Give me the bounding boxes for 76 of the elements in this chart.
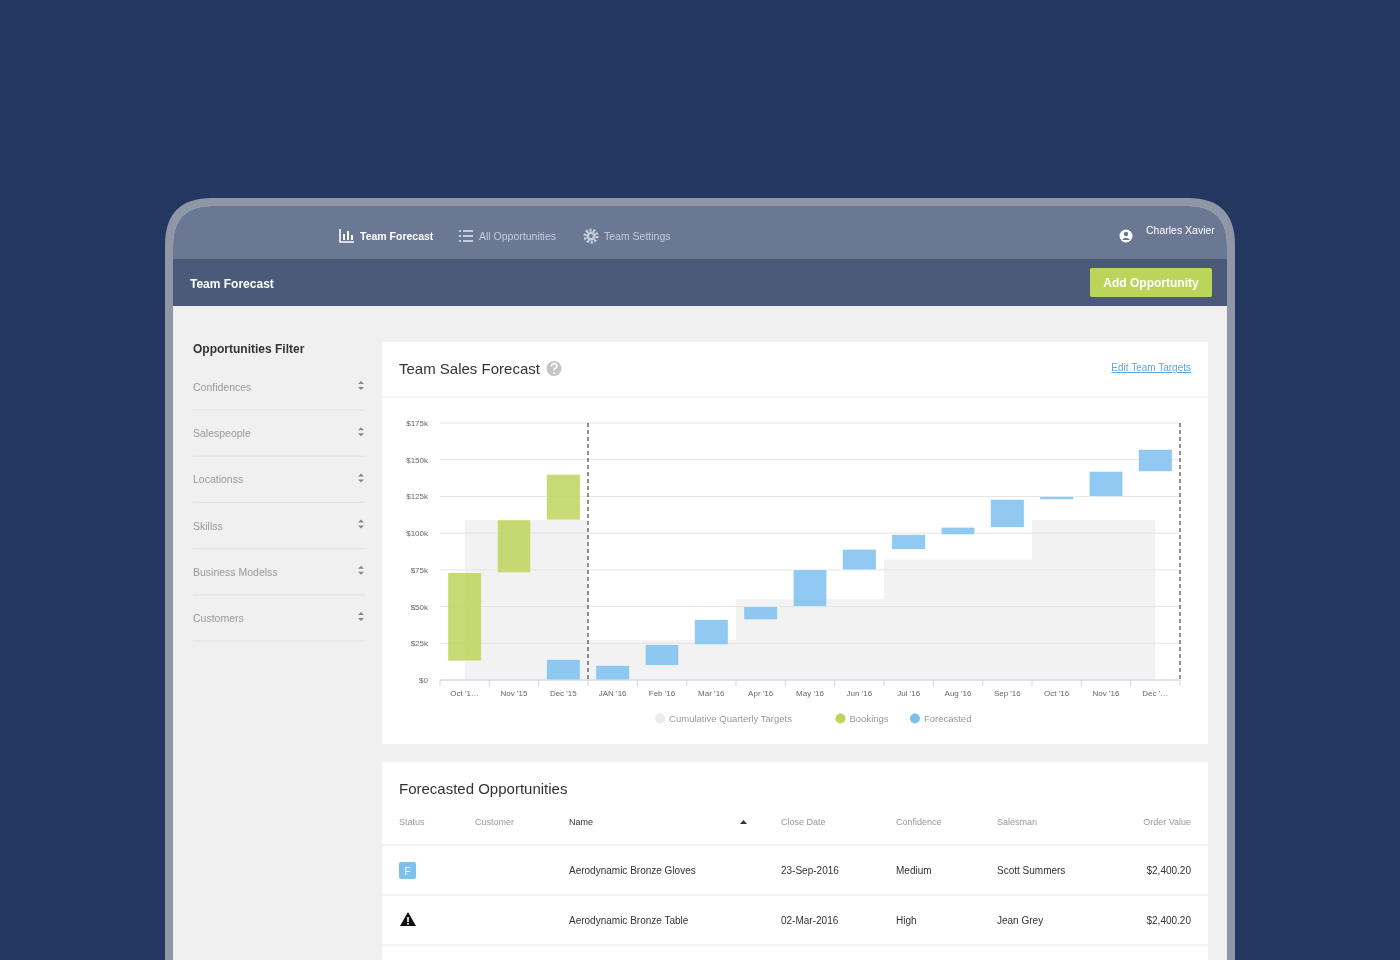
text: Order Value [1143, 817, 1191, 827]
bar [694, 619, 729, 645]
text: Opportunities Filter [193, 342, 305, 356]
x-tick-label: Dec '… [1142, 689, 1169, 698]
bar [447, 572, 482, 662]
bar [792, 569, 828, 607]
text: Aerodynamic Bronze Table [569, 915, 689, 926]
legend-label: Cumulative Quarterly Targets [669, 713, 793, 724]
text: Forecasted Opportunities [399, 780, 568, 797]
text: All Opportunities [479, 230, 557, 242]
text: Jean Grey [997, 915, 1044, 926]
text: Team Settings [604, 230, 671, 242]
text: 02-Mar-2016 [781, 915, 839, 926]
text: $2,400.20 [1146, 915, 1192, 926]
text: Customer [475, 817, 515, 827]
x-tick-label: Dec '15 [549, 689, 578, 698]
text: Team Forecast [360, 230, 434, 242]
bar [496, 519, 532, 574]
text: Status [399, 817, 426, 827]
x-tick-label: Aug '16 [944, 689, 972, 698]
text: Salespeople [193, 427, 251, 440]
bar [990, 499, 1025, 528]
x-tick-label: JAN '16 [598, 689, 628, 698]
x-tick-label: Nov '15 [500, 689, 528, 698]
text: Medium [896, 865, 932, 876]
x-tick-label: Nov '16 [1092, 689, 1120, 698]
text: Customers [193, 612, 244, 624]
text: Salesman [997, 817, 1038, 827]
text: Name [569, 817, 594, 827]
y-tick-label: $100k [406, 529, 429, 539]
text: Charles Xavier [1146, 224, 1216, 236]
x-tick-label: Mar '16 [698, 689, 726, 698]
y-tick-label: $75k [410, 565, 429, 575]
bar [743, 606, 778, 621]
x-tick-label: Jul '16 [897, 689, 921, 698]
bar [644, 644, 680, 666]
text: Locationss [193, 473, 244, 486]
y-tick-label: $175k [406, 419, 429, 428]
text: 23-Sep-2016 [781, 865, 840, 876]
bar [1138, 449, 1173, 472]
bar [546, 474, 581, 521]
x-tick-label: Oct '16 [1044, 689, 1070, 698]
bar [891, 534, 926, 550]
legend-label: Forecasted [923, 713, 972, 724]
text: Add Opportunity [1103, 276, 1199, 290]
y-tick-label: $125k [406, 492, 429, 502]
x-tick-label: Sep '16 [993, 689, 1022, 698]
bar [595, 665, 630, 681]
x-tick-label: Oct '1… [450, 689, 479, 698]
bar [940, 527, 976, 535]
chart-title: Team Sales Forecast [399, 360, 541, 377]
x-tick-label: Apr '16 [748, 689, 774, 698]
text: Team Forecast [190, 277, 274, 291]
bar [1088, 471, 1124, 497]
text: High [896, 915, 917, 926]
text: $2,400.20 [1146, 865, 1192, 876]
text: Business Modelss [193, 565, 278, 578]
text: F [404, 865, 411, 877]
text: Confidence [896, 817, 942, 827]
x-tick-label: Jun '16 [846, 689, 873, 698]
y-tick-label: $0 [419, 676, 429, 685]
y-tick-label: $25k [410, 639, 429, 649]
y-tick-label: $50k [410, 602, 429, 612]
text: Skillss [193, 519, 223, 532]
text: Confidences [193, 381, 252, 393]
text: Close Date [781, 817, 826, 827]
x-tick-label: May '16 [796, 689, 825, 698]
bar [842, 549, 877, 571]
text: Edit Team Targets [1111, 362, 1191, 373]
bar [1039, 496, 1074, 500]
y-tick-label: $150k [406, 455, 429, 465]
legend-label: Bookings [849, 713, 889, 724]
text: Scott Summers [997, 865, 1066, 876]
text: Aerodynamic Bronze Gloves [569, 865, 696, 876]
bar [546, 659, 581, 681]
x-tick-label: Feb '16 [648, 689, 676, 698]
